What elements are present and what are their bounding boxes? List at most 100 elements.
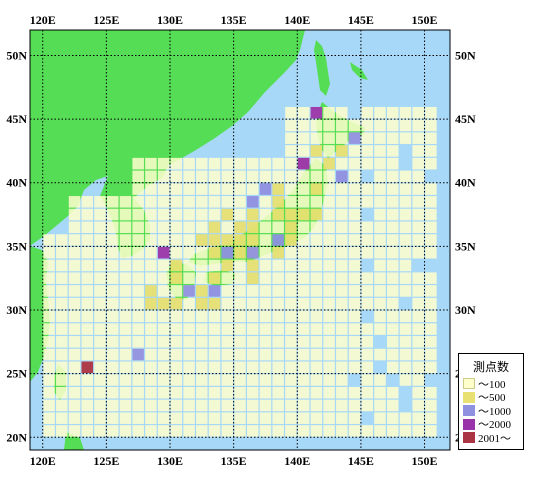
obs-cell <box>170 272 183 284</box>
obs-cell <box>361 285 374 297</box>
obs-cell <box>386 361 399 374</box>
obs-cell <box>272 285 284 297</box>
obs-cell <box>259 170 272 183</box>
obs-cell <box>297 196 310 208</box>
obs-cell <box>412 208 424 221</box>
obs-cell <box>272 425 284 437</box>
obs-cell <box>221 399 234 412</box>
obs-cell <box>310 297 323 310</box>
obs-cell <box>106 399 119 412</box>
obs-cell <box>348 297 361 310</box>
obs-cell <box>348 145 361 157</box>
obs-cell <box>399 234 412 246</box>
obs-cell <box>310 285 323 297</box>
obs-cell <box>323 348 335 361</box>
obs-cell <box>246 208 259 221</box>
obs-cell <box>119 374 132 386</box>
obs-cell <box>412 272 424 284</box>
obs-cell <box>132 170 144 183</box>
obs-cell <box>221 221 234 234</box>
obs-cell <box>412 348 424 361</box>
obs-cell <box>221 259 234 272</box>
obs-cell <box>386 399 399 412</box>
obs-cell <box>336 412 348 424</box>
obs-cell <box>106 361 119 374</box>
obs-cell <box>196 310 208 323</box>
obs-cell <box>170 157 183 170</box>
obs-cell <box>386 336 399 348</box>
obs-cell <box>145 310 157 323</box>
obs-cell <box>157 310 170 323</box>
obs-cell <box>386 297 399 310</box>
obs-cell <box>170 412 183 424</box>
obs-cell <box>196 386 208 399</box>
obs-cell <box>81 246 94 259</box>
obs-cell <box>272 399 284 412</box>
legend-swatch <box>463 378 475 390</box>
obs-cell <box>399 183 412 195</box>
obs-cell <box>183 361 195 374</box>
obs-cell <box>386 196 399 208</box>
obs-cell <box>285 412 297 424</box>
obs-cell <box>94 246 106 259</box>
obs-cell <box>94 234 106 246</box>
obs-cell <box>234 336 246 348</box>
obs-cell <box>145 183 157 195</box>
obs-cell <box>81 323 94 335</box>
obs-cell <box>285 145 297 157</box>
obs-cell <box>336 310 348 323</box>
obs-cell <box>374 272 386 284</box>
obs-cell <box>119 272 132 284</box>
obs-cell <box>285 336 297 348</box>
obs-cell <box>259 285 272 297</box>
obs-cell <box>374 170 386 183</box>
obs-cell <box>68 196 81 208</box>
obs-cell <box>170 323 183 335</box>
obs-cell <box>386 310 399 323</box>
obs-cell <box>336 285 348 297</box>
obs-cell <box>94 374 106 386</box>
obs-cell <box>310 272 323 284</box>
obs-cell <box>259 399 272 412</box>
obs-cell <box>297 374 310 386</box>
obs-cell <box>56 336 68 348</box>
obs-cell <box>170 259 183 272</box>
latitude-label: 20N <box>6 430 27 444</box>
obs-cell <box>399 310 412 323</box>
obs-cell <box>221 348 234 361</box>
obs-cell <box>285 386 297 399</box>
obs-cell <box>94 221 106 234</box>
obs-cell <box>361 399 374 412</box>
obs-cell <box>399 170 412 183</box>
obs-cell <box>310 361 323 374</box>
obs-cell <box>399 374 412 386</box>
obs-cell <box>246 399 259 412</box>
obs-cell <box>310 157 323 170</box>
obs-cell <box>348 246 361 259</box>
obs-cell <box>221 272 234 284</box>
obs-cell <box>94 323 106 335</box>
obs-cell <box>106 272 119 284</box>
obs-cell <box>145 234 157 246</box>
obs-cell <box>234 297 246 310</box>
obs-cell <box>196 221 208 234</box>
obs-cell <box>56 297 68 310</box>
obs-cell <box>259 348 272 361</box>
obs-cell <box>246 221 259 234</box>
longitude-label: 125E <box>93 454 119 468</box>
obs-cell <box>132 272 144 284</box>
obs-cell <box>374 221 386 234</box>
obs-cell <box>425 221 437 234</box>
obs-cell <box>259 246 272 259</box>
obs-cell <box>285 119 297 132</box>
obs-cell <box>43 386 55 399</box>
obs-cell <box>386 285 399 297</box>
obs-cell <box>297 132 310 144</box>
obs-cell <box>68 399 81 412</box>
obs-cell <box>348 386 361 399</box>
obs-cell <box>208 272 221 284</box>
obs-cell <box>196 170 208 183</box>
obs-cell <box>323 297 335 310</box>
obs-cell <box>425 208 437 221</box>
obs-cell <box>170 234 183 246</box>
